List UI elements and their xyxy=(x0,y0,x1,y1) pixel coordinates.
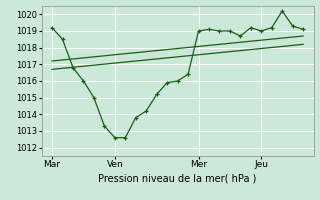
X-axis label: Pression niveau de la mer( hPa ): Pression niveau de la mer( hPa ) xyxy=(99,173,257,183)
